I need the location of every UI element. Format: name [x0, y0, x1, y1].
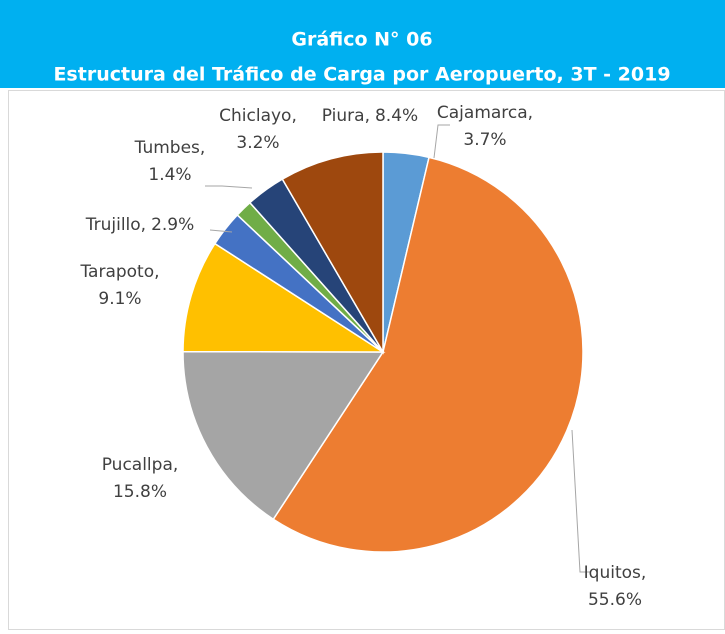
label-category: Piura, [322, 106, 370, 126]
pie-slice [281, 151, 384, 355]
data-label: Piura, 8.4% [322, 106, 418, 126]
data-label: Iquitos, 55.6% [584, 563, 647, 610]
label-category: Trujillo, [85, 215, 146, 235]
label-value: 9.1% [98, 289, 141, 309]
label-value: 3.2% [236, 133, 279, 153]
data-label: Cajamarca, 3.7% [437, 103, 533, 150]
data-label: Pucallpa, 15.8% [102, 455, 179, 502]
pie-slice [182, 242, 386, 353]
data-label: Tarapoto, 9.1% [79, 262, 159, 309]
label-value: 2.9% [151, 215, 194, 235]
leader-line [209, 229, 233, 233]
label-value: 8.4% [375, 106, 418, 126]
data-label: Tumbes, 1.4% [134, 138, 206, 185]
chart-subtitle: Estructura del Tráfico de Carga por Aero… [53, 64, 670, 86]
label-category: Tumbes, [134, 138, 206, 158]
leader-line [571, 429, 590, 573]
pie-slice [272, 156, 584, 553]
leader-line [433, 124, 450, 159]
label-value: 55.6% [588, 590, 642, 610]
label-category: Chiclayo, [219, 106, 297, 126]
label-category: Pucallpa, [102, 455, 179, 475]
label-category: Iquitos, [584, 563, 647, 583]
label-category: Tarapoto, [79, 262, 159, 282]
chart-title: Gráfico N° 06 [291, 29, 432, 51]
pie-slice [182, 350, 385, 521]
label-category: Cajamarca, [437, 103, 533, 123]
data-label: Trujillo, 2.9% [85, 215, 195, 235]
data-label: Chiclayo, 3.2% [219, 106, 297, 153]
label-value: 3.7% [463, 130, 506, 150]
label-value: 15.8% [113, 482, 167, 502]
label-value: 1.4% [148, 165, 191, 185]
title-banner [0, 0, 725, 88]
leader-line [205, 185, 253, 189]
